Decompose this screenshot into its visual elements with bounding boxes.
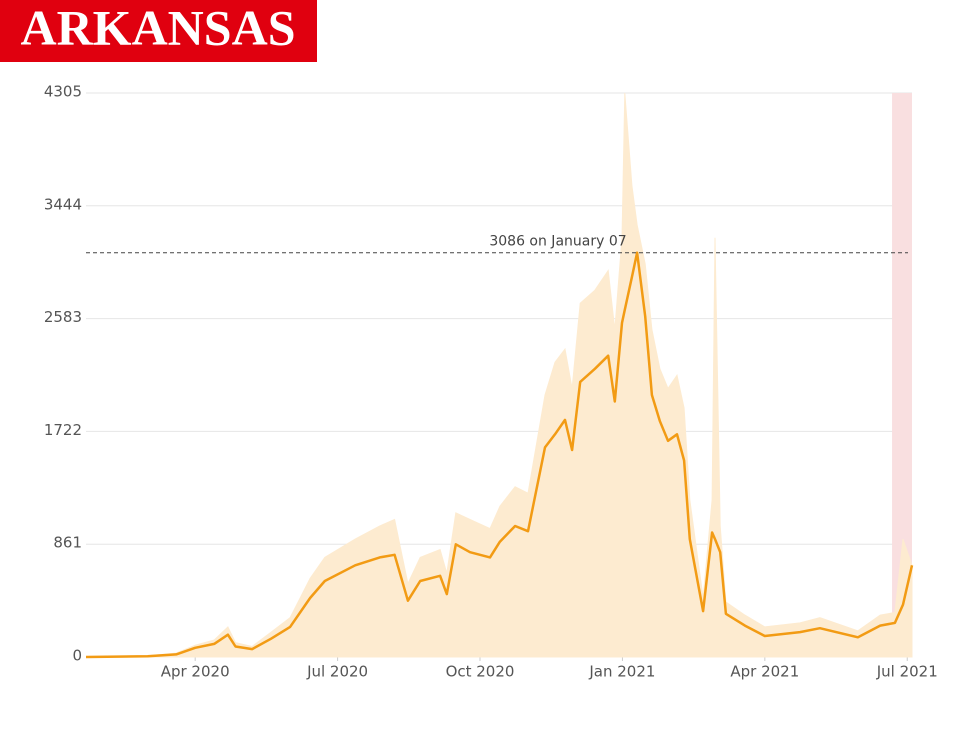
x-tick-label: Apr 2021: [730, 663, 799, 681]
x-tick-label: Jan 2021: [588, 663, 655, 681]
chart-title: ARKANSAS: [20, 0, 295, 55]
y-tick-label: 4305: [44, 83, 82, 101]
x-tick-label: Oct 2020: [446, 663, 515, 681]
y-tick-label: 2583: [44, 308, 82, 326]
y-tick-label: 1722: [44, 421, 82, 439]
daily-area: [85, 92, 913, 658]
y-tick-label: 0: [72, 647, 82, 665]
x-tick-label: Jul 2021: [876, 663, 938, 681]
y-tick-label: 3444: [44, 195, 82, 213]
average-line: [85, 251, 914, 659]
y-tick-label: 861: [53, 534, 82, 552]
x-tick-label: Jul 2020: [306, 663, 368, 681]
shaded-range: [892, 93, 912, 657]
x-tick-label: Apr 2020: [161, 663, 230, 681]
title-box: [0, 0, 317, 62]
reference-label: 3086 on January 07: [489, 234, 626, 250]
